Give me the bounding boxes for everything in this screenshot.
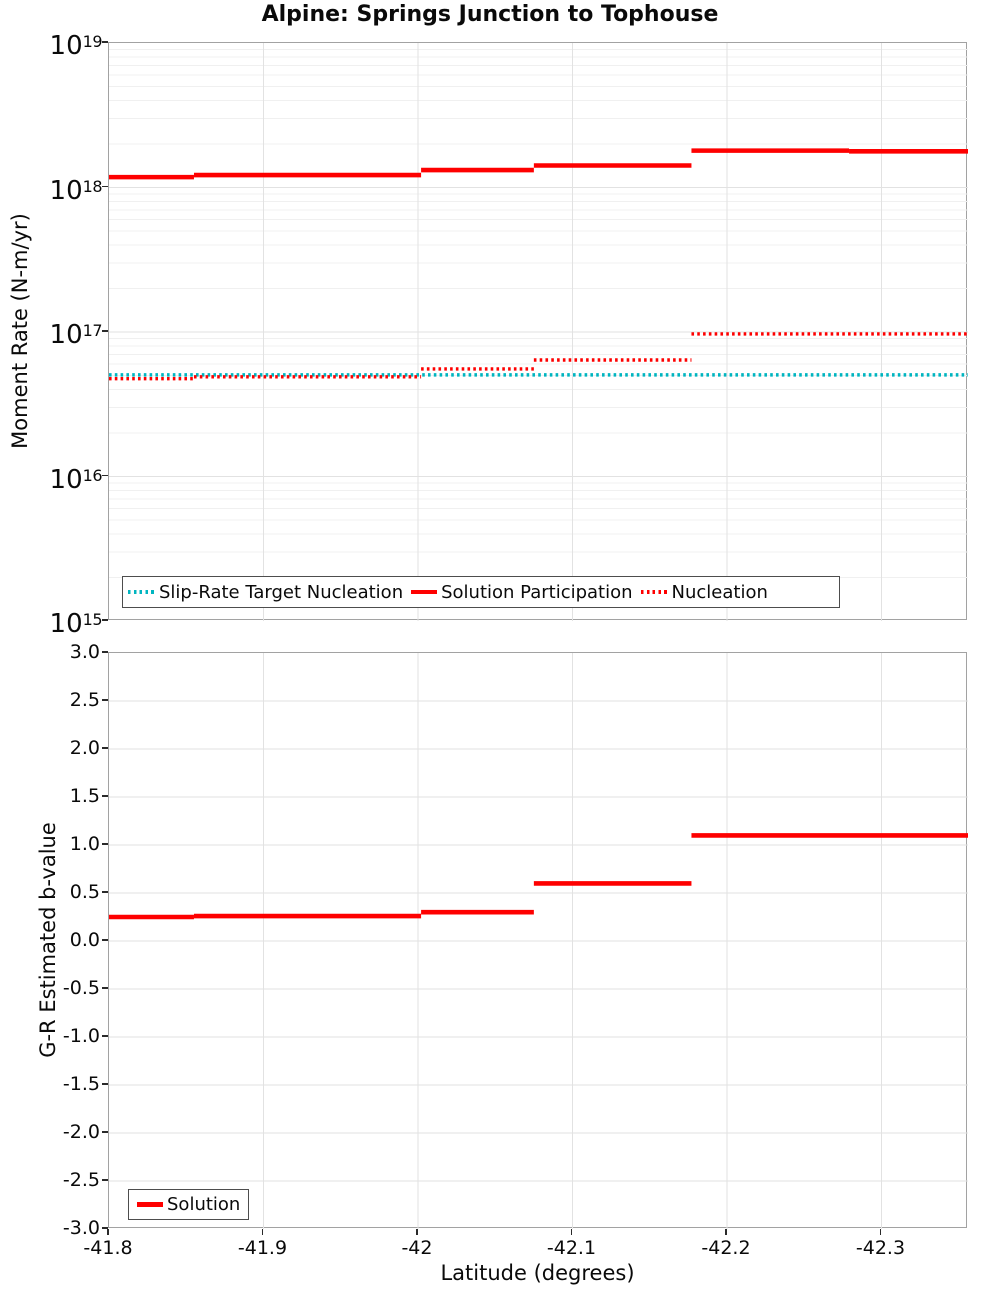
y-tick-mark [102,474,108,477]
y-tick-mark [102,1083,108,1085]
y-tick-label: 1019 [49,31,103,61]
x-tick-mark [416,1228,418,1235]
x-tick-mark [107,1228,109,1235]
x-tick-mark [570,1228,573,1235]
legend-label: Solution [167,1194,241,1215]
y-tick-label: 1018 [49,175,103,206]
y-tick-label: 1016 [49,464,103,495]
top-chart-svg [109,43,968,621]
x-tick-label: -41.9 [237,1237,288,1259]
y-tick-label: 0.5 [69,881,100,903]
legend-line-swatch [411,589,438,595]
top-legend: Slip-Rate Target Nucleation Solution Part… [122,576,840,608]
x-tick-label: -42 [401,1237,433,1259]
y-tick-mark [102,185,108,188]
y-tick-mark [102,699,108,701]
y-tick-label: 1.0 [69,833,100,855]
bottom-legend: Solution [128,1189,250,1220]
bottom-plot-area [108,652,968,1229]
y-tick-label: 1015 [49,609,103,639]
legend-label: Slip-Rate Target Nucleation [159,581,404,603]
bottom-chart-svg [109,653,968,1229]
y-tick-mark [102,41,108,43]
y-tick-mark [102,651,108,653]
y-tick-label: 1.5 [69,785,100,807]
y-tick-label: 2.5 [69,689,100,711]
top-plot-area [108,42,968,621]
x-tick-mark [879,1228,882,1235]
y-tick-mark [102,1179,108,1181]
y-tick-mark [102,843,108,845]
y-tick-mark [102,891,108,893]
y-tick-mark [102,987,108,989]
y-tick-label: 3.0 [69,641,100,663]
legend-label: Solution Participation [441,581,633,603]
x-tick-label: -42.1 [546,1237,597,1259]
legend-entry: Nucleation [640,581,768,603]
y-tick-label: -1.0 [62,1025,100,1047]
legend-line-swatch [137,1202,163,1207]
legend-entry: Solution Participation [411,581,633,603]
x-tick-mark [261,1228,264,1235]
y-tick-mark [102,619,108,621]
y-tick-label: 2.0 [69,737,100,759]
y-tick-mark [102,795,108,797]
y-tick-label: -3.0 [62,1217,100,1239]
y-tick-label: 1017 [49,320,103,350]
legend-line-swatch [640,590,668,594]
legend-line-swatch [128,590,155,594]
x-tick-mark [725,1228,727,1235]
y-tick-label: 0.0 [69,929,100,951]
x-tick-label: -42.3 [855,1237,906,1259]
y-tick-label: -2.5 [62,1169,100,1191]
y-tick-mark [102,330,108,332]
y-tick-mark [102,1227,108,1229]
x-tick-label: -42.2 [701,1237,751,1259]
x-tick-label: -41.8 [83,1237,133,1259]
x-axis-label: Latitude (degrees) [440,1261,635,1285]
legend-entry: Solution [137,1194,240,1215]
y-tick-mark [102,747,108,749]
y-tick-mark [102,1035,108,1037]
legend-entry: Slip-Rate Target Nucleation [128,582,403,603]
chart-title: Alpine: Springs Junction to Tophouse [261,2,719,27]
y-tick-label: -1.5 [62,1073,100,1095]
y-tick-mark [102,939,108,941]
legend-label: Nucleation [671,581,768,603]
y-tick-label: -0.5 [62,977,100,999]
y-tick-mark [102,1131,108,1133]
y-tick-label: -2.0 [62,1121,100,1143]
